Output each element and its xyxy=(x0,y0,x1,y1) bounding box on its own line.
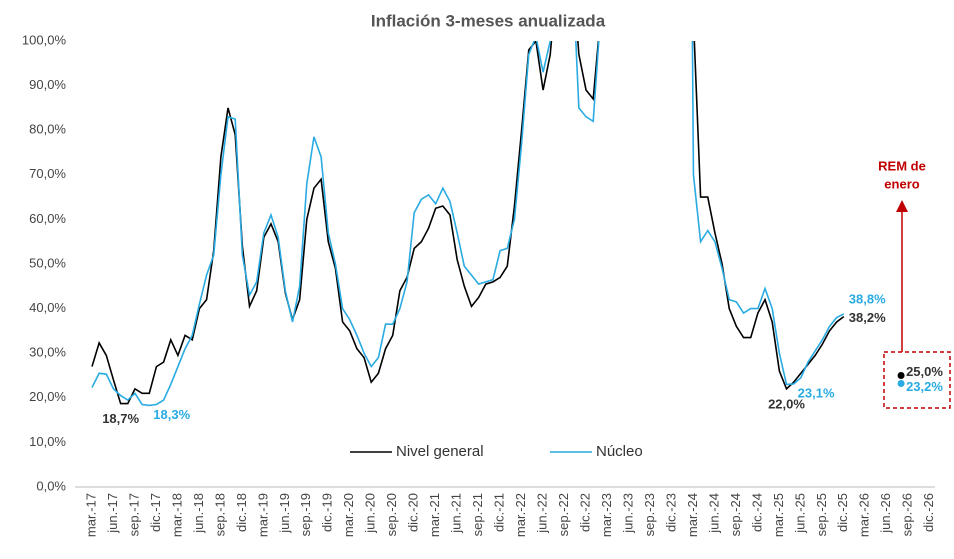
y-tick-label: 0,0% xyxy=(36,478,66,493)
annotation: REM de xyxy=(878,158,926,173)
point xyxy=(897,380,905,388)
x-tick-label: jun.-17 xyxy=(105,493,120,534)
x-tick-label: mar.-20 xyxy=(341,493,356,537)
y-tick-label: 20,0% xyxy=(29,389,66,404)
x-tick-label: sep.-26 xyxy=(900,493,915,536)
x-tick-label: dic.-25 xyxy=(835,493,850,532)
x-tick-label: sep.-17 xyxy=(126,493,141,536)
x-tick-label: dic.-26 xyxy=(921,493,936,532)
series-line xyxy=(91,41,845,405)
x-tick-label: dic.-18 xyxy=(234,493,249,532)
x-tick-label: jun.-19 xyxy=(277,493,292,534)
x-tick-label: mar.-25 xyxy=(771,493,786,537)
x-tick-label: dic.-17 xyxy=(148,493,163,532)
y-tick-label: 70,0% xyxy=(29,166,66,181)
y-tick-label: 90,0% xyxy=(29,77,66,92)
x-tick-label: sep.-20 xyxy=(384,493,399,536)
x-tick-label: dic.-22 xyxy=(577,493,592,532)
x-tick-label: dic.-21 xyxy=(492,493,507,532)
x-tick-label: mar.-24 xyxy=(685,493,700,537)
x-tick-label: jun.-18 xyxy=(191,493,206,534)
x-tick-label: mar.-17 xyxy=(83,493,98,537)
x-tick-label: jun.-25 xyxy=(792,493,807,534)
x-tick-label: jun.-26 xyxy=(878,493,893,534)
plot-area xyxy=(91,41,845,407)
annotation: enero xyxy=(884,176,919,191)
value-label: 22,0% xyxy=(768,396,805,411)
x-tick-label: dic.-19 xyxy=(320,493,335,532)
value-label: 38,2% xyxy=(849,310,886,325)
x-tick-label: mar.-21 xyxy=(427,493,442,537)
x-tick-label: sep.-23 xyxy=(642,493,657,536)
x-tick-label: sep.-18 xyxy=(212,493,227,536)
x-tick-label: sep.-25 xyxy=(814,493,829,536)
y-tick-label: 50,0% xyxy=(29,255,66,270)
legend-label: Nivel general xyxy=(396,443,484,460)
x-tick-label: dic.-20 xyxy=(406,493,421,532)
x-tick-label: sep.-24 xyxy=(728,493,743,536)
legend-label: Núcleo xyxy=(596,443,643,460)
y-tick-label: 60,0% xyxy=(29,211,66,226)
y-tick-label: 80,0% xyxy=(29,122,66,137)
x-tick-label: jun.-21 xyxy=(449,493,464,534)
x-tick-label: jun.-23 xyxy=(620,493,635,534)
y-tick-label: 30,0% xyxy=(29,345,66,360)
x-tick-label: mar.-18 xyxy=(169,493,184,537)
rem-box xyxy=(883,351,951,409)
y-tick-label: 100,0% xyxy=(22,32,67,47)
value-label: 25,0% xyxy=(906,364,943,379)
y-tick-label: 10,0% xyxy=(29,434,66,449)
series-line xyxy=(91,41,845,407)
x-tick-label: dic.-23 xyxy=(663,493,678,532)
x-tick-label: dic.-24 xyxy=(749,493,764,532)
y-tick-label: 40,0% xyxy=(29,300,66,315)
x-tick-label: mar.-22 xyxy=(513,493,528,537)
point xyxy=(897,372,905,379)
x-tick-label: mar.-23 xyxy=(599,493,614,537)
value-label: 23,1% xyxy=(798,385,835,400)
value-label: 23,2% xyxy=(906,379,943,394)
x-tick-label: sep.-19 xyxy=(298,493,313,536)
x-tick-label: sep.-22 xyxy=(556,493,571,536)
chart-title: Inflación 3-meses anualizada xyxy=(371,11,606,30)
x-tick-label: mar.-26 xyxy=(857,493,872,537)
x-tick-label: jun.-24 xyxy=(706,493,721,534)
value-label: 18,7% xyxy=(102,411,139,426)
value-label: 18,3% xyxy=(153,407,190,422)
x-tick-label: mar.-19 xyxy=(255,493,270,537)
x-tick-label: jun.-20 xyxy=(363,493,378,534)
value-label: 38,8% xyxy=(849,291,886,306)
x-tick-label: sep.-21 xyxy=(470,493,485,536)
x-tick-label: jun.-22 xyxy=(535,493,550,534)
